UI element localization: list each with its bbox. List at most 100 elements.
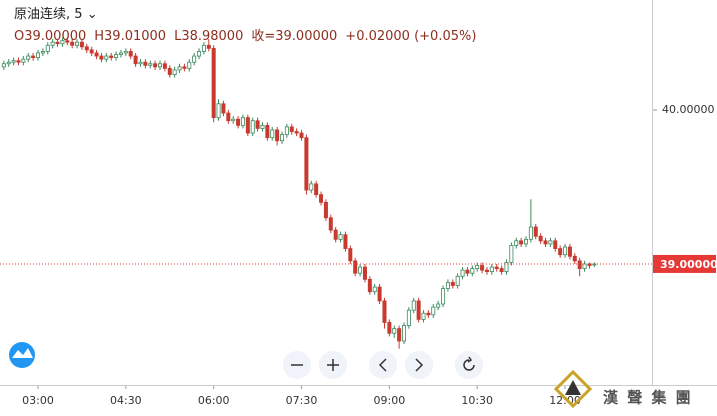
watermark: 漢 聲 集 團 xyxy=(603,389,693,407)
candle-body xyxy=(167,67,172,75)
candle-body xyxy=(358,266,363,274)
candle-body xyxy=(367,278,372,293)
candle-body xyxy=(240,117,245,126)
candle-body xyxy=(36,52,41,58)
candle-body xyxy=(519,240,524,245)
candle-body xyxy=(270,129,275,139)
candle-body xyxy=(50,41,55,46)
candle-body xyxy=(182,66,187,69)
candle-body xyxy=(475,265,480,269)
candle-body xyxy=(382,300,387,323)
candle-body xyxy=(75,41,80,46)
candle-body xyxy=(514,240,519,246)
candle-body xyxy=(289,126,294,132)
candle-body xyxy=(553,240,558,249)
x-tick-label: 03:00 xyxy=(22,394,54,407)
candle-body xyxy=(401,325,406,342)
interval-dropdown[interactable]: ⌄ xyxy=(86,7,98,22)
candle-body xyxy=(572,255,577,262)
candle-body xyxy=(172,69,177,75)
candle-body xyxy=(328,217,333,231)
logo-icon xyxy=(12,348,33,358)
candle-body xyxy=(197,51,202,57)
candle-body xyxy=(441,288,446,305)
candle-body xyxy=(450,282,455,286)
candle-body xyxy=(114,54,119,58)
candle-body xyxy=(109,55,114,58)
candle-body xyxy=(177,66,182,71)
candle-body xyxy=(319,194,324,203)
candle-body xyxy=(84,46,89,51)
legend: 原油连续, 5 ⌄ O39.00000 H39.01000 L38.98000 收=3… xyxy=(14,4,484,48)
candle-body xyxy=(153,63,158,68)
candle-body xyxy=(260,124,265,129)
candle-body xyxy=(21,58,26,63)
candle-body xyxy=(558,248,563,256)
candle-body xyxy=(294,131,299,134)
last-price-box xyxy=(653,254,716,273)
candle-body xyxy=(143,61,148,66)
candle-body xyxy=(55,41,60,45)
reset-button[interactable] xyxy=(455,351,483,379)
candle-body xyxy=(245,117,250,134)
candle-body xyxy=(563,246,568,256)
candle-body xyxy=(372,286,377,293)
x-tick-label: 10:30 xyxy=(461,394,493,407)
candle-body xyxy=(314,183,319,196)
ohlc-value: +0.02000 (+0.05%) xyxy=(345,29,477,44)
candle-body xyxy=(494,266,499,269)
candle-body xyxy=(455,275,460,286)
candle-body xyxy=(211,47,216,119)
symbol: 原油连续, 5 xyxy=(14,7,83,22)
candle-body xyxy=(528,226,533,240)
candle-body xyxy=(406,309,411,326)
ohlc-legend: O39.00000 H39.01000 L38.98000 收=39.00000 +0.… xyxy=(14,26,484,48)
candle-body xyxy=(392,328,397,334)
candle-body xyxy=(362,266,367,280)
candle-body xyxy=(157,63,162,68)
candle-body xyxy=(587,263,592,266)
ohlc-value: L38.98000 xyxy=(174,29,244,44)
candle-body xyxy=(128,51,133,57)
candle-body xyxy=(133,55,138,65)
candle-body xyxy=(445,282,450,289)
candle-body xyxy=(397,328,402,342)
candle-body xyxy=(206,44,211,49)
candle-body xyxy=(26,55,31,60)
candle-body xyxy=(421,312,426,320)
candle-body xyxy=(353,260,358,274)
candle-body xyxy=(11,60,16,63)
candle-body xyxy=(192,55,197,63)
candle-body xyxy=(255,120,260,129)
candle-body xyxy=(304,137,309,191)
candle-body xyxy=(333,229,338,240)
candle-body xyxy=(284,126,289,135)
candle-body xyxy=(221,103,226,114)
plot: 40.00000 03:00 04:30 06:00 07:30 09:00 10:30 12… xyxy=(0,37,717,407)
candle-body xyxy=(348,248,353,262)
candle-body xyxy=(65,40,70,43)
x-tick-label: 07:30 xyxy=(286,394,318,407)
scroll-left-button[interactable] xyxy=(369,351,397,379)
candle-body xyxy=(509,245,514,263)
candle-body xyxy=(6,61,11,65)
candle-body xyxy=(416,300,421,320)
logo-diamond xyxy=(553,369,593,409)
candle-body xyxy=(236,118,241,126)
candle-body xyxy=(309,183,314,191)
candle-body xyxy=(123,51,128,54)
scroll-left-icon xyxy=(378,358,387,372)
candle-body xyxy=(231,118,236,122)
logo-mark xyxy=(565,380,581,395)
candle-body xyxy=(524,238,529,245)
candle-body xyxy=(480,265,485,271)
candle-body xyxy=(533,226,538,237)
x-tick-label: 09:00 xyxy=(374,394,406,407)
candle-body xyxy=(543,240,548,245)
scroll-right-button[interactable] xyxy=(405,351,433,379)
x-tick-label: 04:30 xyxy=(110,394,142,407)
y-tick-label: 40.00000 xyxy=(662,103,715,116)
candle-body xyxy=(489,266,494,273)
candle-body xyxy=(431,306,436,316)
